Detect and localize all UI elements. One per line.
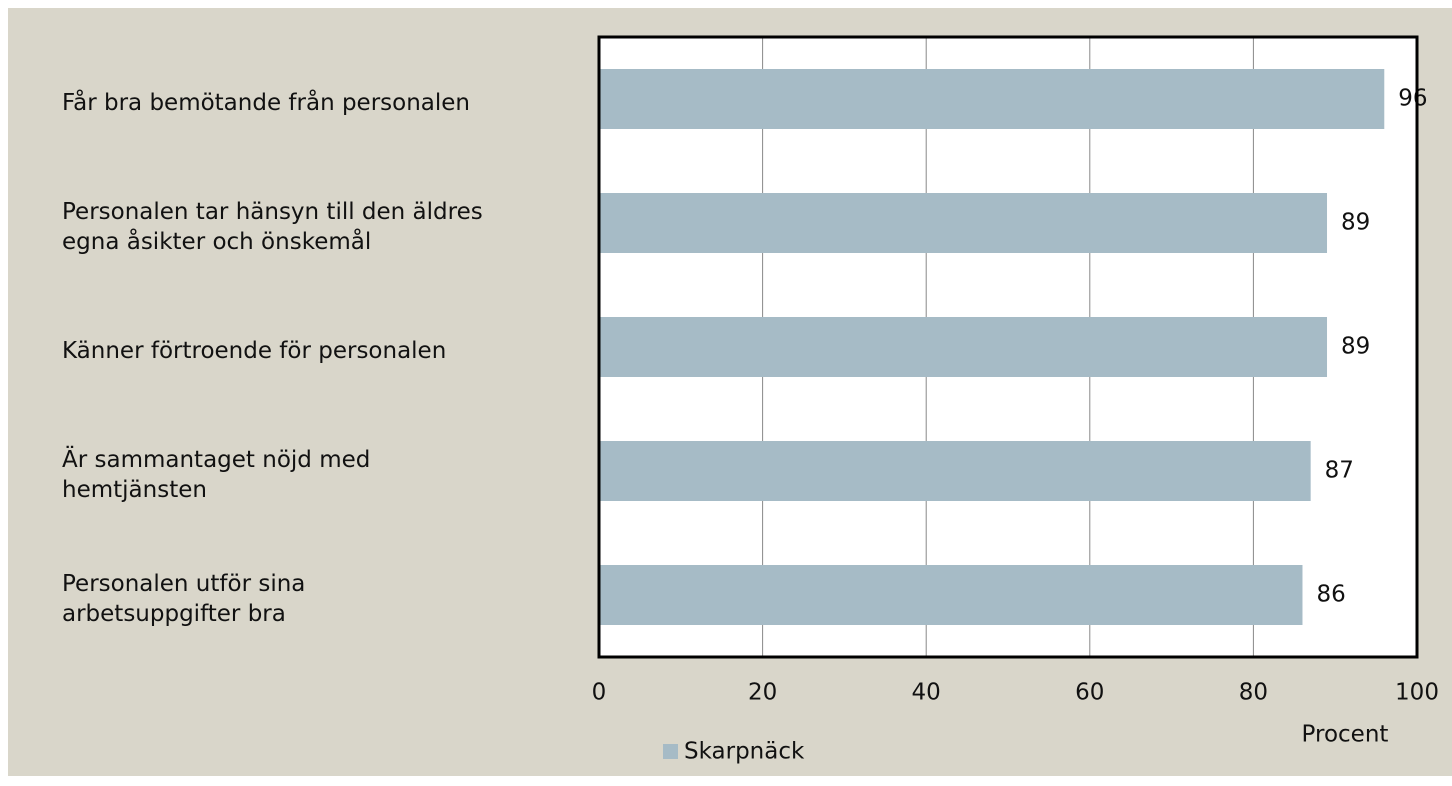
value-label: 86 <box>1316 582 1345 608</box>
bar <box>599 441 1311 501</box>
value-label: 96 <box>1398 86 1427 112</box>
bar <box>599 69 1385 129</box>
x-axis-label: Procent <box>1302 722 1389 748</box>
y-tick-label: Personalen utför sina arbetsuppgifter br… <box>62 571 306 627</box>
x-tick-label: 80 <box>1239 680 1268 706</box>
x-tick-label: 0 <box>592 680 607 706</box>
bar <box>599 565 1303 625</box>
y-tick-label: Personalen tar hänsyn till den äldres eg… <box>62 199 483 255</box>
y-tick-label: Får bra bemötande från personalen <box>62 90 471 116</box>
value-label: 89 <box>1341 210 1370 236</box>
x-tick-label: 60 <box>1075 680 1104 706</box>
bar <box>599 317 1328 377</box>
bar <box>599 193 1328 253</box>
x-tick-label: 20 <box>748 680 777 706</box>
plot-border <box>597 35 1419 659</box>
legend-swatch <box>663 744 678 759</box>
x-tick-label: 40 <box>912 680 941 706</box>
y-tick-label: Känner förtroende för personalen <box>62 338 447 364</box>
x-tick-label: 100 <box>1395 680 1439 706</box>
value-label: 89 <box>1341 334 1370 360</box>
y-tick-label: Är sammantaget nöjd med hemtjänsten <box>62 447 371 503</box>
value-label: 87 <box>1325 458 1354 484</box>
legend-label: Skarpnäck <box>684 739 805 765</box>
